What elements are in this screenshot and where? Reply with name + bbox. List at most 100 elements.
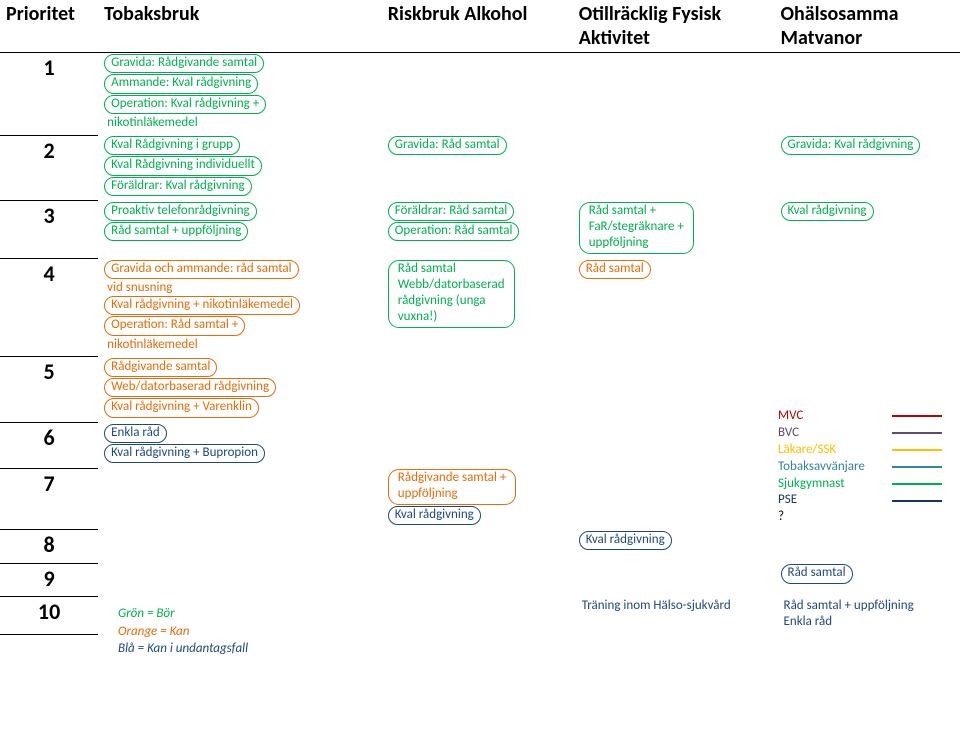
cell-fysisk: Kval rådgivning	[573, 530, 775, 564]
priority-number: 7	[0, 468, 98, 530]
recommendation-pill: Kval rådgivning + Varenklin	[104, 398, 259, 417]
cell-fysisk: Träning inom Hälso-sjukvård	[573, 597, 775, 635]
key-blue: Blå = Kan i undantagsfall	[118, 640, 248, 658]
legend-item: Läkare/SSK	[778, 442, 942, 459]
cell-fysisk	[573, 53, 775, 136]
cell-alkohol	[382, 423, 573, 469]
table-row: 2Kval Rådgivning i gruppKval Rådgivning …	[0, 135, 960, 201]
cell-alkohol	[382, 563, 573, 597]
recommendation-pill: Gravida: Råd samtal	[388, 136, 507, 155]
recommendation-text: Webb/datorbaserad	[395, 277, 508, 293]
cell-alkohol	[382, 53, 573, 136]
cell-fysisk	[573, 357, 775, 423]
recommendation-text: Rådgivande samtal +	[395, 470, 510, 486]
cell-fysisk: Råd samtal +FaR/stegräknare +uppföljning	[573, 201, 775, 259]
priority-number: 1	[0, 53, 98, 136]
cell-tobak: Gravida och ammande: råd samtalvid snusn…	[98, 259, 382, 357]
cell-alkohol: Råd samtalWebb/datorbaseradrådgivning (u…	[382, 259, 573, 357]
cell-fysisk: Råd samtal	[573, 259, 775, 357]
color-key: Grön = Bör Orange = Kan Blå = Kan i unda…	[118, 605, 248, 658]
cell-tobak: Proaktiv telefonrådgivningRåd samtal + u…	[98, 201, 382, 259]
legend-swatch	[892, 466, 942, 468]
recommendation-pill: Operation: Kval rådgivning +	[104, 95, 266, 114]
priority-number: 4	[0, 259, 98, 357]
priority-number: 8	[0, 530, 98, 564]
recommendation-text: Enkla råd	[781, 614, 836, 630]
recommendation-pill: Råd samtalWebb/datorbaseradrådgivning (u…	[388, 260, 515, 328]
cell-alkohol	[382, 597, 573, 635]
cell-mat: Råd samtal	[775, 563, 960, 597]
recommendation-pill: Kval rådgivning	[579, 531, 672, 550]
cell-tobak: Enkla rådKval rådgivning + Bupropion	[98, 423, 382, 469]
priority-number: 3	[0, 201, 98, 259]
recommendation-pill: Operation: Råd samtal +	[104, 316, 245, 335]
recommendation-pill: Proaktiv telefonrådgivning	[104, 202, 256, 221]
recommendation-pill: Råd samtal +FaR/stegräknare +uppföljning	[579, 202, 694, 254]
recommendation-pill: Gravida: Kval rådgivning	[781, 136, 921, 155]
recommendation-text: nikotinläkemedel	[104, 115, 201, 131]
cell-fysisk	[573, 423, 775, 469]
cell-alkohol: Föräldrar: Råd samtalOperation: Råd samt…	[382, 201, 573, 259]
cell-tobak: Kval Rådgivning i gruppKval Rådgivning i…	[98, 135, 382, 201]
cell-tobak: Rådgivande samtalWeb/datorbaserad rådgiv…	[98, 357, 382, 423]
priority-number: 10	[0, 597, 98, 635]
recommendation-pill: Kval rådgivning	[388, 506, 481, 525]
recommendation-pill: Kval rådgivning + Bupropion	[104, 444, 265, 463]
legend-label: BVC	[778, 425, 886, 442]
recommendation-pill: Kval Rådgivning i grupp	[104, 136, 240, 155]
legend-item: BVC	[778, 425, 942, 442]
legend-item: Sjukgymnast	[778, 476, 942, 493]
legend-label: Sjukgymnast	[778, 476, 886, 493]
recommendation-text: FaR/stegräknare +	[586, 219, 687, 235]
header-priority: Prioritet	[0, 0, 98, 53]
table-row: 4Gravida och ammande: råd samtalvid snus…	[0, 259, 960, 357]
cell-fysisk	[573, 563, 775, 597]
table-row: 9 Råd samtal	[0, 563, 960, 597]
role-legend: MVCBVCLäkare/SSKTobaksavvänjareSjukgymna…	[778, 408, 942, 526]
recommendation-pill: Föräldrar: Kval rådgivning	[104, 177, 251, 196]
recommendation-pill: Rådgivande samtal	[104, 358, 217, 377]
recommendation-pill: Kval rådgivning	[781, 202, 874, 221]
cell-mat	[775, 53, 960, 136]
priority-number: 9	[0, 563, 98, 597]
header-fysisk: Otillräcklig Fysisk Aktivitet	[573, 0, 775, 53]
legend-swatch	[892, 432, 942, 434]
header-tobak: Tobaksbruk	[98, 0, 382, 53]
recommendation-text: Råd samtal +	[586, 203, 659, 219]
cell-mat: Gravida: Kval rådgivning	[775, 135, 960, 201]
priority-number: 5	[0, 357, 98, 423]
recommendation-text: uppföljning	[395, 486, 461, 502]
legend-item: MVC	[778, 408, 942, 425]
cell-alkohol	[382, 530, 573, 564]
cell-alkohol: Gravida: Råd samtal	[382, 135, 573, 201]
key-orange: Orange = Kan	[118, 623, 248, 641]
recommendation-text: rådgivning (unga	[395, 293, 489, 309]
legend-item: Tobaksavvänjare	[778, 459, 942, 476]
legend-label: Tobaksavvänjare	[778, 459, 886, 476]
recommendation-pill: Gravida: Rådgivande samtal	[104, 54, 264, 73]
table-row: 1Gravida: Rådgivande samtalAmmande: Kval…	[0, 53, 960, 136]
legend-swatch	[892, 483, 942, 485]
recommendation-pill: Gravida och ammande: råd samtal	[104, 260, 298, 279]
cell-tobak	[98, 530, 382, 564]
legend-label: PSE	[778, 492, 886, 509]
header-mat: Ohälsosamma Matvanor	[775, 0, 960, 53]
cell-fysisk	[573, 468, 775, 530]
table-row: 8 Kval rådgivning	[0, 530, 960, 564]
recommendation-pill: Kval rådgivning + nikotinläkemedel	[104, 296, 300, 315]
recommendation-pill: Föräldrar: Råd samtal	[388, 202, 514, 221]
priority-number: 6	[0, 423, 98, 469]
legend-swatch	[892, 500, 942, 502]
legend-swatch	[892, 449, 942, 451]
recommendation-pill: Enkla råd	[104, 424, 167, 443]
legend-item: PSE	[778, 492, 942, 509]
recommendation-pill: Kval Rådgivning individuellt	[104, 156, 262, 175]
header-alkohol: Riskbruk Alkohol	[382, 0, 573, 53]
cell-tobak	[98, 563, 382, 597]
recommendation-text: Råd samtal + uppföljning	[781, 598, 917, 614]
legend-label: ?	[778, 509, 886, 526]
key-green: Grön = Bör	[118, 605, 248, 623]
recommendation-text: vid snusning	[104, 280, 175, 296]
priority-number: 2	[0, 135, 98, 201]
recommendation-pill: Rådgivande samtal +uppföljning	[388, 469, 517, 505]
